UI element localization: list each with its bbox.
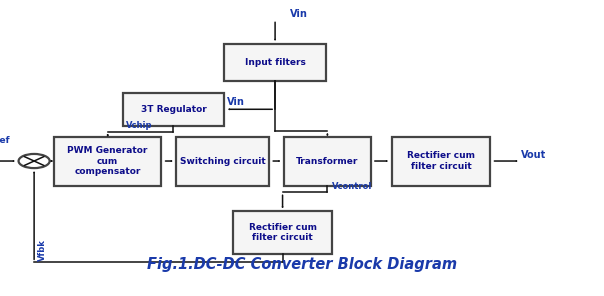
- Text: Vfbk: Vfbk: [37, 239, 47, 261]
- FancyBboxPatch shape: [233, 211, 332, 254]
- FancyBboxPatch shape: [54, 136, 161, 186]
- Text: 3T Regulator: 3T Regulator: [141, 105, 207, 114]
- Text: Rectifier cum
filter circuit: Rectifier cum filter circuit: [249, 223, 316, 242]
- Text: Input filters: Input filters: [245, 58, 306, 67]
- Text: Switching circuit: Switching circuit: [180, 157, 266, 165]
- FancyBboxPatch shape: [392, 136, 490, 186]
- Text: Vref: Vref: [0, 136, 10, 145]
- Text: Transformer: Transformer: [296, 157, 359, 165]
- Text: Vout: Vout: [521, 150, 547, 160]
- Text: Vcontrol: Vcontrol: [332, 182, 373, 191]
- FancyBboxPatch shape: [224, 44, 326, 81]
- Text: Fig.1.DC-DC Converter Block Diagram: Fig.1.DC-DC Converter Block Diagram: [147, 257, 457, 272]
- Text: Vin: Vin: [227, 97, 245, 107]
- Text: Rectifier cum
filter circuit: Rectifier cum filter circuit: [407, 151, 475, 171]
- Text: Vin: Vin: [290, 9, 308, 20]
- FancyBboxPatch shape: [284, 136, 371, 186]
- FancyBboxPatch shape: [176, 136, 269, 186]
- FancyBboxPatch shape: [123, 93, 224, 126]
- Text: PWM Generator
cum
compensator: PWM Generator cum compensator: [68, 146, 148, 176]
- Text: Vchip: Vchip: [126, 121, 152, 130]
